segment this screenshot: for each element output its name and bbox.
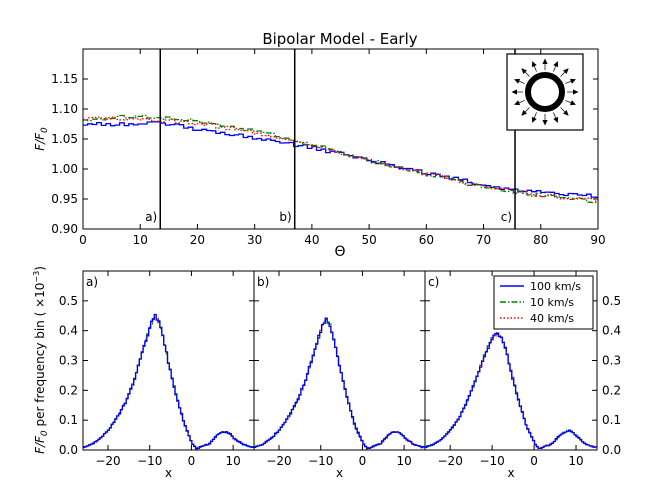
bottom-xtick-label: −20 bbox=[438, 454, 463, 468]
inset-arrow-head bbox=[542, 120, 548, 126]
bottom-xtick-label: −10 bbox=[137, 454, 162, 468]
top-xtick-label: 70 bbox=[476, 233, 491, 247]
legend-label-10: 10 km/s bbox=[530, 296, 574, 309]
top-chart-xlabel: Θ bbox=[334, 244, 345, 260]
inset-arrow-head bbox=[569, 78, 576, 84]
bottom-ytick-label-right: 0.4 bbox=[602, 324, 621, 338]
inset-arrow-head bbox=[569, 100, 576, 106]
top-vline-label: c) bbox=[501, 210, 512, 224]
top-chart-ticks: 0 10 20 30 40 50 60 70 80 90 0.90 0.95 1.00 1.05 1.10 1… bbox=[51, 49, 606, 247]
top-chart-vlines: a) b) c) bbox=[145, 49, 516, 229]
top-ytick-label: 0.90 bbox=[51, 222, 78, 236]
bottom-ytick-label-left: 0.3 bbox=[59, 354, 78, 368]
bottom-ytick-label-right: 0.2 bbox=[602, 383, 621, 397]
inset-arrow-head bbox=[563, 110, 569, 116]
bottom-xtick-label: 10 bbox=[568, 454, 583, 468]
inset-arrow-head bbox=[521, 110, 527, 116]
inset-arrow-head bbox=[514, 100, 521, 106]
bottom-xtick-label: 10 bbox=[397, 454, 412, 468]
top-chart-series bbox=[83, 114, 598, 204]
bottom-ytick-label-left: 0.0 bbox=[59, 443, 78, 457]
bottom-xlabel: x bbox=[507, 466, 514, 480]
bottom-panel-series bbox=[254, 317, 425, 450]
top-xtick-label: 40 bbox=[304, 233, 319, 247]
top-series-10-km-s bbox=[83, 114, 598, 204]
legend-label-100: 100 km/s bbox=[530, 280, 581, 293]
bottom-ytick-label-right: 0.5 bbox=[602, 294, 621, 308]
top-vline-label: a) bbox=[145, 210, 157, 224]
bottom-xtick-label: 0 bbox=[359, 454, 367, 468]
bottom-xtick-label: −20 bbox=[95, 454, 120, 468]
top-ytick-label: 1.15 bbox=[51, 72, 78, 86]
inset-arrow-head bbox=[542, 58, 548, 64]
inset-arrow-head bbox=[531, 61, 537, 68]
top-chart-ylabel: F/F0 bbox=[33, 127, 50, 151]
bottom-panel-label: a) bbox=[86, 275, 98, 289]
bottom-ytick-label-right: 0.1 bbox=[602, 413, 621, 427]
bottom-panel-b-frame bbox=[253, 270, 426, 451]
bottom-series-0 bbox=[254, 317, 425, 449]
bottom-chart-series bbox=[83, 313, 597, 450]
bottom-xlabel: x bbox=[165, 466, 172, 480]
top-xtick-label: 30 bbox=[247, 233, 262, 247]
inset-arrow-head bbox=[563, 68, 569, 74]
bottom-series-0 bbox=[425, 332, 597, 450]
inset-arrow-head bbox=[511, 89, 517, 95]
bottom-chart-ylabel: F/F0 per frequency bin ( ×10−3) bbox=[32, 266, 50, 454]
top-chart-frame bbox=[82, 48, 599, 230]
top-chart-title: Bipolar Model - Early bbox=[262, 30, 417, 48]
bottom-panel-label: b) bbox=[257, 275, 269, 289]
inset-arrow-head bbox=[553, 61, 559, 68]
top-xtick-label: 90 bbox=[590, 233, 605, 247]
top-xtick-label: 80 bbox=[533, 233, 548, 247]
bottom-chart-axes: a) −20 −10 0 10 x 0.0 0.1 0.2 0.3 0.4 0.5 b) −20 −10 0 1… bbox=[59, 271, 621, 480]
top-xtick-label: 0 bbox=[79, 233, 87, 247]
bottom-panel-label: c) bbox=[428, 275, 439, 289]
bottom-panel-a-frame bbox=[82, 270, 255, 451]
top-xtick-label: 10 bbox=[133, 233, 148, 247]
inset-arrow-head bbox=[553, 116, 559, 123]
top-ytick-label: 1.05 bbox=[51, 132, 78, 146]
top-ytick-label: 1.10 bbox=[51, 102, 78, 116]
inset-arrow-head bbox=[521, 68, 527, 74]
top-ytick-label: 1.00 bbox=[51, 162, 78, 176]
top-vline-label: b) bbox=[279, 210, 291, 224]
bottom-xtick-label: 0 bbox=[188, 454, 196, 468]
top-xtick-label: 20 bbox=[190, 233, 205, 247]
bottom-panel-series bbox=[425, 332, 597, 450]
bottom-chart-legend: 100 km/s 10 km/s 40 km/s bbox=[493, 275, 594, 330]
bottom-ytick-label-left: 0.1 bbox=[59, 413, 78, 427]
top-xtick-label: 50 bbox=[361, 233, 376, 247]
bottom-ytick-label-right: 0.0 bbox=[602, 443, 621, 457]
bottom-series-2 bbox=[425, 332, 597, 450]
top-xtick-label: 60 bbox=[419, 233, 434, 247]
bottom-ytick-label-right: 0.3 bbox=[602, 354, 621, 368]
top-ytick-label: 0.95 bbox=[51, 192, 78, 206]
bottom-ytick-label-left: 0.4 bbox=[59, 324, 78, 338]
inset-arrow-head bbox=[573, 89, 579, 95]
bottom-panel-series bbox=[83, 313, 254, 450]
bottom-ytick-label-left: 0.2 bbox=[59, 383, 78, 397]
bottom-xtick-label: −10 bbox=[479, 454, 504, 468]
bottom-xtick-label: −20 bbox=[266, 454, 291, 468]
bottom-xtick-label: 10 bbox=[226, 454, 241, 468]
bottom-xtick-label: −10 bbox=[308, 454, 333, 468]
inset-arrow-head bbox=[531, 116, 537, 123]
bottom-ytick-label-left: 0.5 bbox=[59, 294, 78, 308]
inset-arrow-head bbox=[514, 78, 521, 84]
bottom-xlabel: x bbox=[336, 466, 343, 480]
bottom-xtick-label: 0 bbox=[530, 454, 538, 468]
bottom-series-0 bbox=[83, 313, 254, 450]
bottom-panel-c-frame bbox=[424, 270, 598, 451]
bipolar-model-inset-icon bbox=[506, 53, 584, 131]
legend-label-40: 40 km/s bbox=[530, 312, 574, 325]
